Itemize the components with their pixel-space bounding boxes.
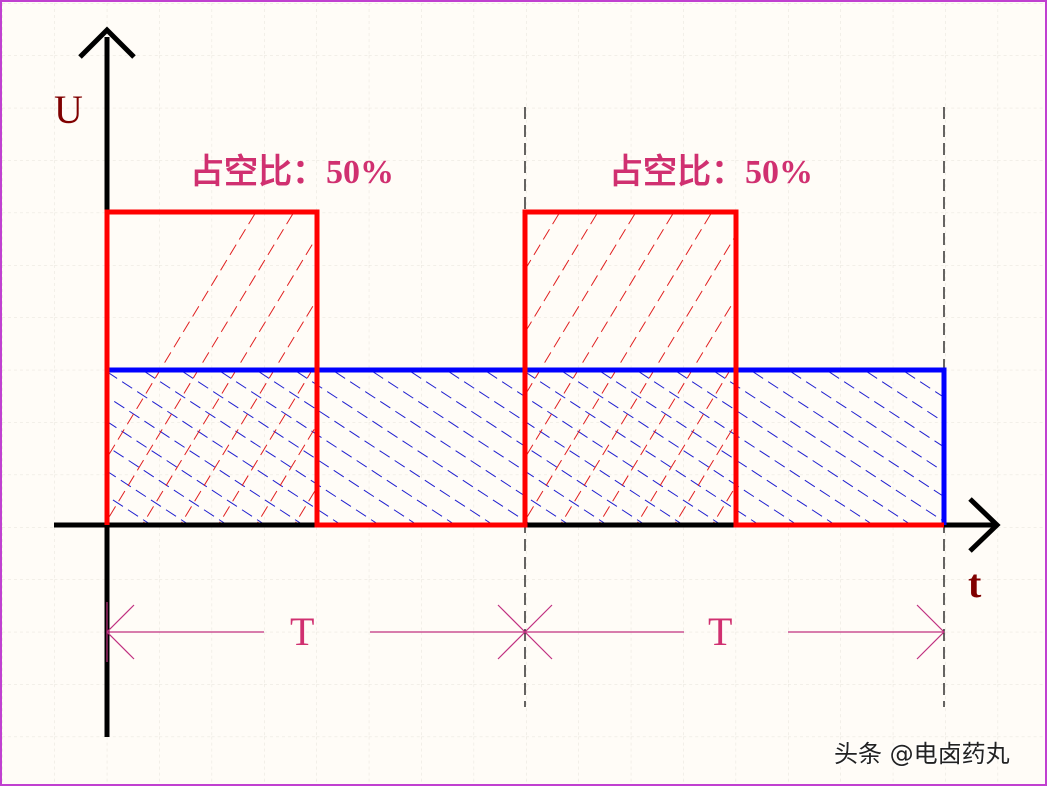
hatch-line [141,370,381,525]
pwm-pulse-waveform [104,209,944,528]
hatch-line [631,212,736,525]
hatch-line [107,212,301,525]
hatch-line [635,370,875,525]
hatch-line [137,212,339,525]
average-voltage-line [107,367,947,525]
watermark: 头条 @电卤药丸 [834,740,1010,768]
hatch-line [175,212,377,525]
hatch-line [517,212,719,525]
hatch-line [217,370,457,525]
hatch-line [107,396,305,525]
hatch-line [251,212,453,525]
hatch-line [293,370,533,525]
duty-cycle-label-2: 占空比：50% [609,154,813,191]
hatch-line [711,370,944,523]
hatch-line [445,370,685,525]
period-dimension [106,602,945,662]
hatch-line [593,212,736,525]
hatch-line [483,370,723,525]
period-label-1: T [290,609,315,654]
hatch-line [213,212,415,525]
x-axis-label: t [968,561,982,606]
hatch-line [597,370,837,525]
hatch-line [179,370,419,525]
period-label-2: T [708,609,733,654]
duty-cycle-label-1: 占空比：50% [190,154,394,191]
hatch-line [255,370,495,525]
hatch-line [107,470,191,525]
hatch-line [555,212,736,525]
hatch-line [107,371,343,525]
hatch-line [369,370,609,525]
hatch-line [669,212,736,525]
hatch-line [107,495,153,525]
hatch-line [331,370,571,525]
hatch-line [749,370,944,498]
hatch-line [107,420,267,525]
hatch-line [673,370,913,525]
hatch-line [559,370,799,525]
hatch-line [521,370,761,525]
hatch-line [787,370,944,473]
y-axis-label: U [54,87,83,132]
